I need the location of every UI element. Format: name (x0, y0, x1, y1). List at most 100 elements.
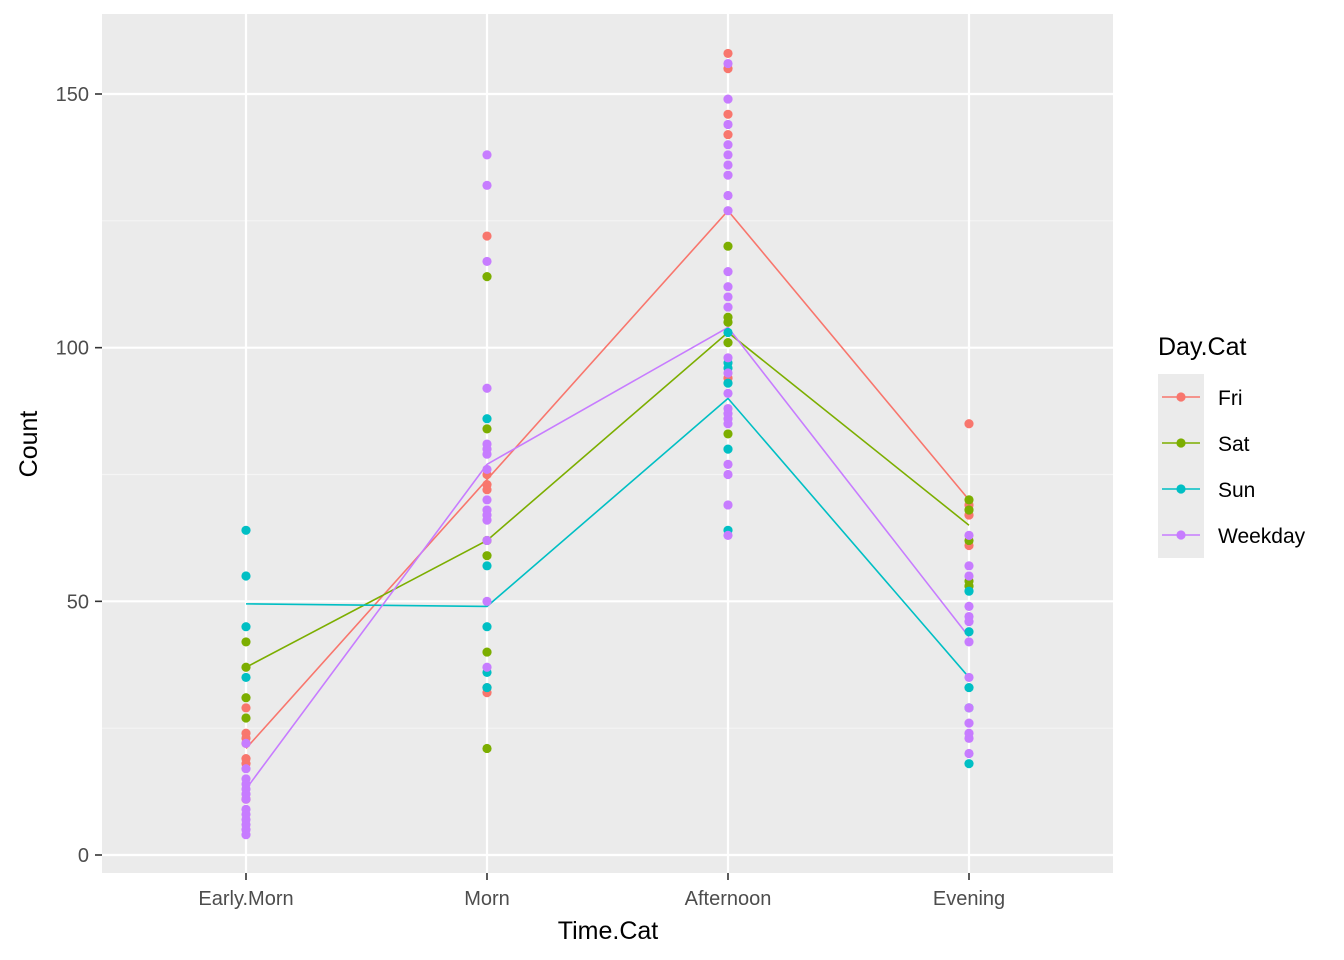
data-point-sat (482, 743, 492, 754)
axes: 0 50 100 150 Early.Morn Morn Afternoon Evening (56, 84, 1006, 910)
data-point-sun (723, 327, 733, 338)
data-point-sat (964, 495, 974, 505)
data-point-weekday (723, 119, 733, 130)
data-point-fri (723, 129, 733, 140)
series-line-sat (245, 331, 970, 668)
data-point-weekday (723, 140, 733, 150)
data-point-sun (482, 622, 492, 632)
data-point-weekday (723, 292, 733, 302)
legend-key-point-sat (1176, 438, 1186, 448)
legend-label-weekday: Weekday (1218, 525, 1306, 548)
series-points (241, 48, 974, 840)
data-point-sun (241, 672, 251, 683)
data-point-weekday (723, 353, 733, 363)
data-point-weekday (482, 256, 492, 267)
data-point-weekday (723, 170, 733, 180)
data-point-sun (241, 525, 251, 535)
data-point-weekday (241, 794, 251, 804)
series-line-sun (245, 397, 970, 678)
data-point-weekday (964, 571, 974, 581)
legend-key-point-fri (1176, 392, 1186, 402)
data-point-sat (482, 272, 492, 282)
y-tick-label: 0 (78, 845, 89, 867)
y-tick-label: 150 (56, 84, 89, 106)
data-point-weekday (964, 601, 974, 612)
data-point-fri (723, 48, 733, 59)
data-point-sat (241, 713, 251, 723)
data-point-weekday (964, 718, 974, 728)
legend: Day.Cat Fri Sat Sun Weekday (1158, 333, 1306, 558)
data-point-sat (723, 429, 733, 439)
legend-label-sat: Sat (1218, 433, 1250, 456)
x-tick-label: Afternoon (685, 888, 772, 910)
data-point-weekday (482, 383, 492, 393)
data-point-weekday (723, 206, 733, 216)
y-tick-label: 100 (56, 338, 89, 360)
data-point-weekday (723, 58, 733, 69)
data-point-weekday (482, 495, 492, 505)
data-point-weekday (482, 515, 492, 525)
data-point-sun (964, 759, 974, 769)
data-point-weekday (723, 419, 733, 429)
x-axis-title: Time.Cat (558, 917, 659, 945)
legend-key-point-sun (1176, 484, 1186, 494)
data-point-sun (964, 586, 974, 596)
data-point-weekday (482, 662, 492, 672)
data-point-sun (482, 414, 492, 424)
data-point-weekday (482, 464, 492, 475)
data-point-fri (482, 485, 492, 495)
data-point-weekday (723, 94, 733, 104)
data-point-sat (241, 662, 251, 672)
data-point-sat (964, 505, 974, 515)
data-point-sun (723, 444, 733, 454)
x-tick-label: Evening (933, 888, 1005, 910)
x-tick-label: Morn (464, 888, 510, 910)
data-point-weekday (964, 637, 974, 647)
data-point-weekday (723, 500, 733, 510)
panel-background (102, 14, 1113, 873)
data-point-weekday (723, 388, 733, 398)
legend-key-point-weekday (1176, 530, 1186, 540)
data-point-sun (482, 561, 492, 571)
data-point-weekday (964, 672, 974, 683)
data-point-fri (723, 109, 733, 119)
data-point-weekday (964, 530, 974, 540)
data-point-weekday (723, 282, 733, 292)
legend-label-sun: Sun (1218, 479, 1255, 502)
y-tick-label: 50 (67, 591, 89, 613)
data-point-weekday (964, 703, 974, 713)
data-point-weekday (482, 180, 492, 190)
data-point-weekday (482, 535, 492, 546)
data-point-weekday (723, 459, 733, 469)
data-point-weekday (241, 764, 251, 774)
data-point-sun (964, 627, 974, 637)
y-axis-title: Count (15, 411, 43, 478)
data-point-weekday (482, 596, 492, 606)
data-point-fri (241, 703, 251, 713)
data-point-sat (482, 551, 492, 561)
data-point-weekday (723, 368, 733, 378)
data-point-fri (964, 419, 974, 429)
data-point-weekday (723, 266, 733, 277)
legend-title: Day.Cat (1158, 333, 1247, 361)
data-point-weekday (723, 160, 733, 170)
series-lines (245, 209, 970, 790)
data-point-weekday (723, 302, 733, 312)
data-point-sat (482, 424, 492, 434)
data-point-weekday (964, 617, 974, 627)
data-point-sun (964, 682, 974, 693)
data-point-sat (723, 317, 733, 327)
data-point-sat (482, 647, 492, 657)
data-point-weekday (964, 748, 974, 759)
plot-panel (102, 14, 1113, 873)
data-point-weekday (723, 469, 733, 480)
data-point-fri (482, 231, 492, 241)
data-point-sat (723, 337, 733, 348)
series-line-fri (245, 209, 970, 749)
data-point-weekday (723, 530, 733, 540)
data-point-sun (723, 378, 733, 388)
data-point-weekday (482, 150, 492, 160)
data-point-weekday (241, 738, 251, 748)
data-point-weekday (964, 561, 974, 571)
data-point-weekday (241, 830, 251, 840)
